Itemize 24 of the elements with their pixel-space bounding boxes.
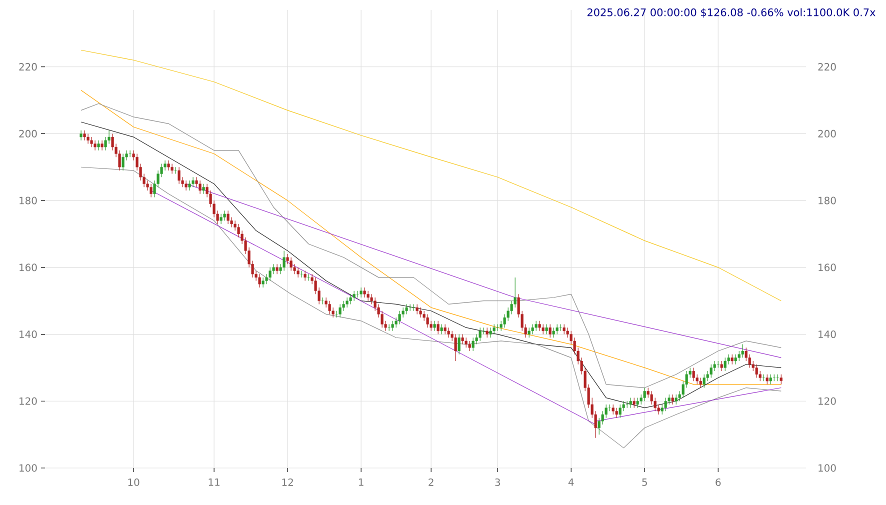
x-tick-label: 4: [568, 478, 574, 486]
y2-tick-label: 220: [818, 63, 836, 71]
x-tick-label: 11: [208, 478, 220, 486]
y2-tick-label: 120: [818, 397, 836, 405]
y2-tick-label: 100: [818, 464, 836, 472]
y2-tick-label: 140: [818, 330, 836, 338]
y-tick-label: 100: [20, 464, 37, 472]
x-tick-label: 10: [128, 478, 140, 486]
x-tick-label: 3: [495, 478, 500, 486]
y2-tick-label: 160: [818, 264, 836, 272]
y-tick-label: 220: [19, 63, 37, 71]
chart-title: 2025.06.27 00:00:00 $126.08 -0.66% vol:1100.0K 0.7x: [588, 8, 876, 18]
y-tick-label: 200: [19, 130, 37, 138]
y2-tick-label: 180: [818, 196, 836, 204]
x-tick-label: 6: [716, 478, 721, 486]
x-tick-label: 5: [642, 478, 647, 486]
y-tick-label: 140: [20, 330, 37, 338]
y2-tick-label: 200: [818, 130, 836, 138]
y-tick-label: 180: [20, 196, 37, 204]
x-tick-label: 2: [428, 478, 434, 486]
x-tick-label: 12: [282, 478, 293, 486]
x-tick-label: 1: [359, 478, 364, 486]
y-tick-label: 160: [20, 264, 37, 272]
y-tick-label: 120: [20, 397, 37, 405]
